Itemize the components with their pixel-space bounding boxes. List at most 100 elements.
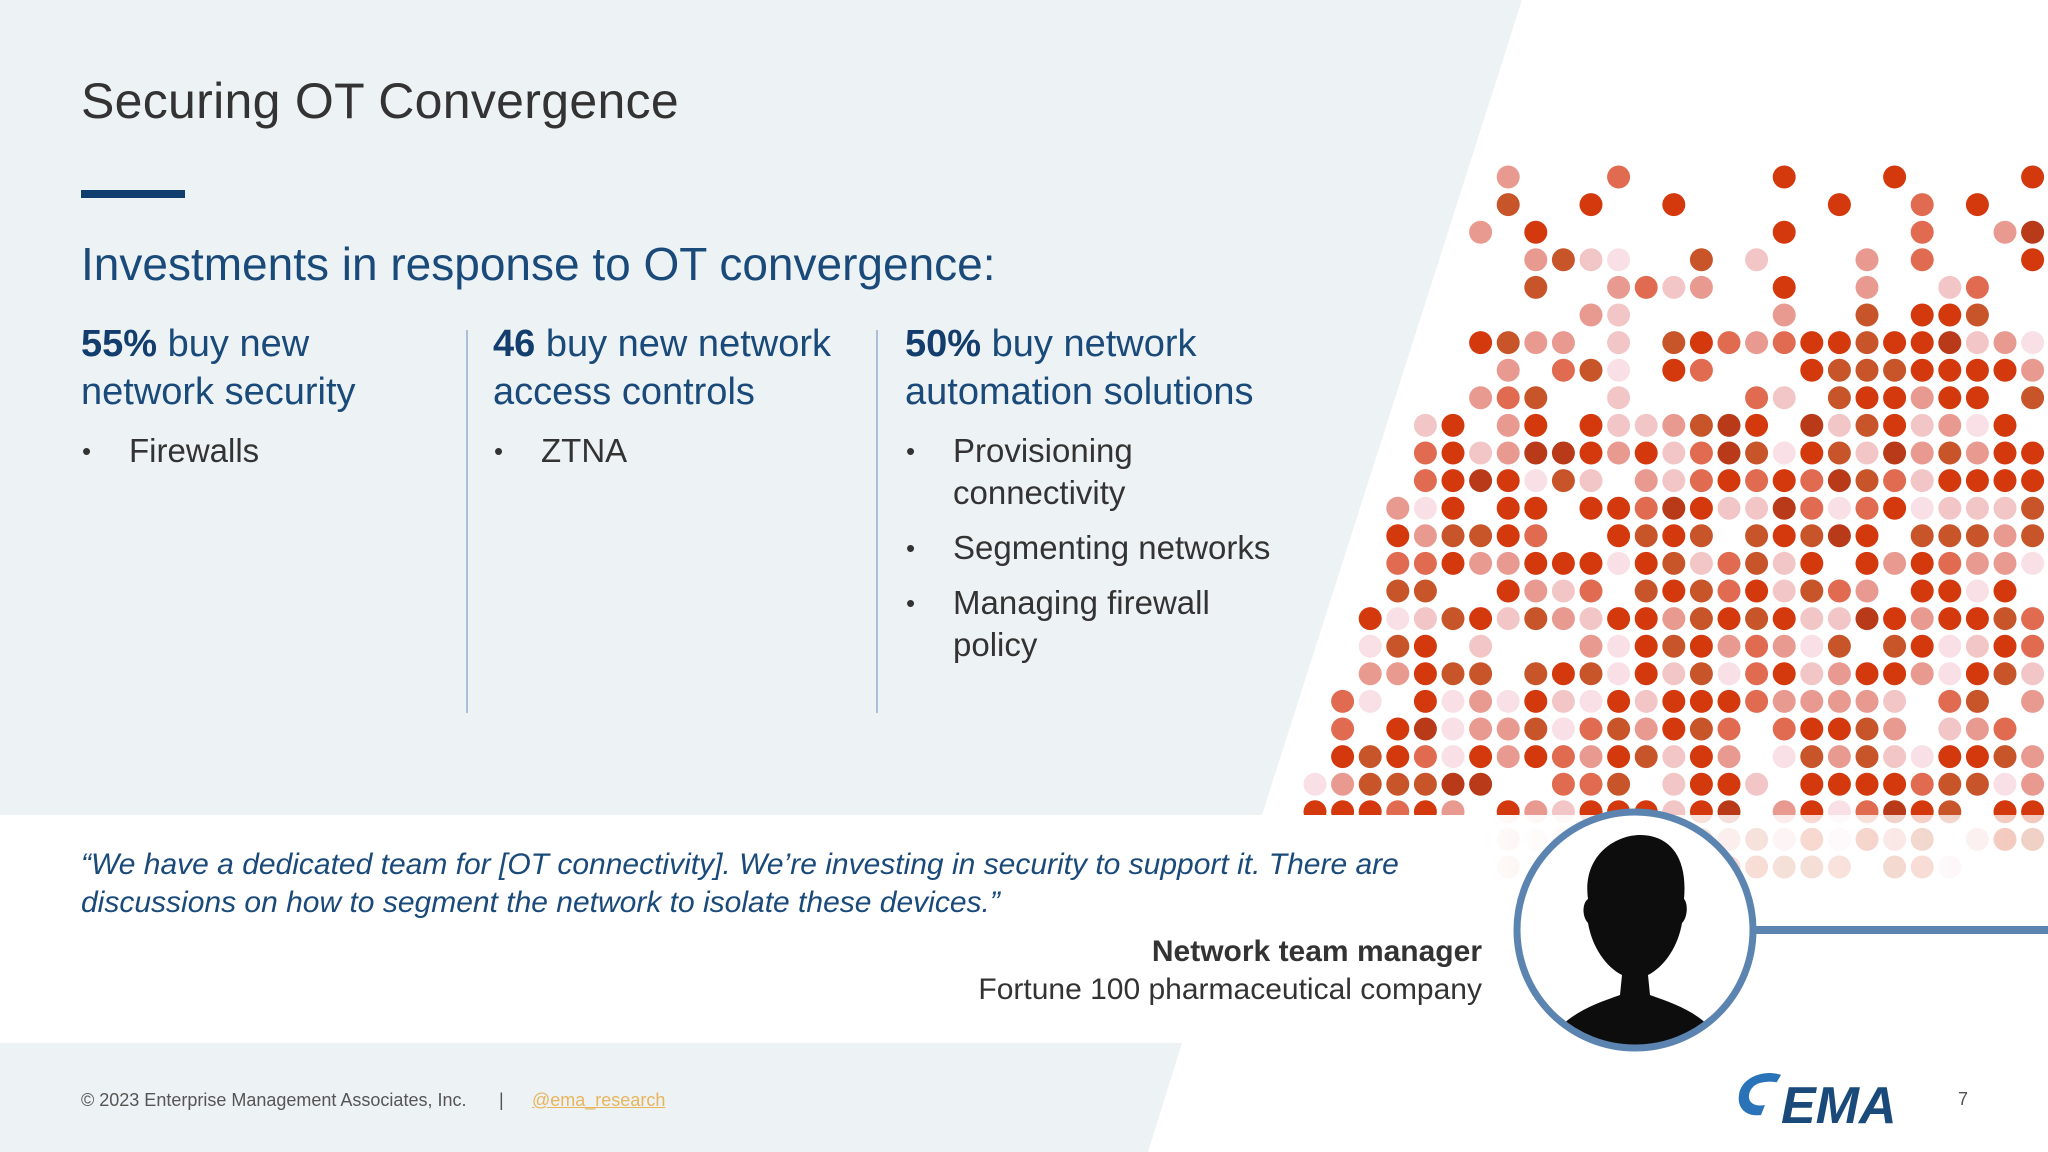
decorative-dot [1496, 331, 1520, 355]
decorative-dot [1855, 331, 1879, 355]
ema-logo-icon: EMA [1738, 1073, 1897, 1131]
decorative-dot [1993, 441, 2017, 465]
ema-logo-text: EMA [1781, 1077, 1897, 1131]
decorative-dot [1883, 413, 1907, 437]
decorative-dot [1441, 524, 1465, 548]
decorative-dot [1358, 745, 1382, 769]
decorative-dot [1607, 386, 1631, 410]
decorative-dot [1469, 745, 1493, 769]
decorative-dot [1524, 607, 1548, 631]
decorative-dot [1965, 717, 1989, 741]
decorative-dot [1938, 331, 1962, 355]
decorative-dot [1910, 662, 1934, 686]
bullet-icon: • [906, 533, 916, 563]
decorative-dot [1496, 524, 1520, 548]
bullet-item: • Firewalls [81, 430, 451, 472]
decorative-dot [1717, 607, 1741, 631]
decorative-dot [1855, 772, 1879, 796]
decorative-dot [1524, 717, 1548, 741]
decorative-dot [1938, 469, 1962, 493]
decorative-dot [1662, 551, 1686, 575]
decorative-dot [1938, 772, 1962, 796]
decorative-dot [1717, 579, 1741, 603]
decorative-dot [1800, 441, 1824, 465]
decorative-dot [1689, 717, 1713, 741]
stat-value: 55% [81, 323, 158, 365]
decorative-dot [2021, 524, 2045, 548]
decorative-dot [1883, 441, 1907, 465]
decorative-dot [1993, 358, 2017, 382]
slide-subtitle: Investments in response to OT convergenc… [81, 238, 996, 290]
page-number: 7 [1958, 1089, 1969, 1109]
decorative-dot [1524, 496, 1548, 520]
decorative-dot [1993, 607, 2017, 631]
decorative-dot [1993, 717, 2017, 741]
decorative-dot [1331, 717, 1355, 741]
decorative-dot [1386, 551, 1410, 575]
decorative-dot [1662, 717, 1686, 741]
decorative-dot [1883, 358, 1907, 382]
decorative-dot [2021, 469, 2045, 493]
decorative-dot [1910, 358, 1934, 382]
stat-heading: 50% buy network automation solutions [905, 320, 1295, 416]
decorative-dot [1607, 275, 1631, 299]
decorative-dot [1579, 193, 1603, 217]
decorative-dot [1607, 248, 1631, 272]
decorative-dot [1800, 524, 1824, 548]
quote-attribution-name: Network team manager [1151, 935, 1482, 968]
bullet-item: • Provisioning connectivity [905, 430, 1295, 514]
title-underline [81, 190, 185, 198]
stat-column-network-security: 55% buy new network security • Firewalls [81, 320, 451, 485]
decorative-dot [1827, 745, 1851, 769]
bullet-icon: • [82, 436, 92, 466]
decorative-dot [1441, 607, 1465, 631]
decorative-dot [1855, 551, 1879, 575]
decorative-dot [1662, 496, 1686, 520]
decorative-dot [1772, 165, 1796, 189]
decorative-dot [1607, 303, 1631, 327]
decorative-dot [1358, 772, 1382, 796]
decorative-dot [1607, 662, 1631, 686]
decorative-dot [1607, 689, 1631, 713]
decorative-dot [1689, 358, 1713, 382]
decorative-dot [1662, 413, 1686, 437]
decorative-dot [1883, 717, 1907, 741]
decorative-dot [1855, 496, 1879, 520]
decorative-dot [1496, 745, 1520, 769]
decorative-dot [1993, 579, 2017, 603]
decorative-dot [1386, 662, 1410, 686]
decorative-dot [1855, 524, 1879, 548]
decorative-dot [1386, 496, 1410, 520]
footer-twitter-link[interactable]: @ema_research [532, 1090, 666, 1110]
decorative-dot [1689, 689, 1713, 713]
decorative-dot [1745, 496, 1769, 520]
decorative-dot [1883, 745, 1907, 769]
decorative-dot [1634, 689, 1658, 713]
bullet-list: • ZTNA [493, 430, 863, 472]
decorative-dot [1441, 717, 1465, 741]
decorative-dot [1938, 717, 1962, 741]
decorative-dot [2021, 634, 2045, 658]
decorative-dot [1965, 331, 1989, 355]
decorative-dot [1883, 689, 1907, 713]
decorative-dot [1496, 358, 1520, 382]
decorative-dot [1800, 358, 1824, 382]
decorative-dot [1717, 634, 1741, 658]
decorative-dot [1303, 772, 1327, 796]
decorative-dot [1634, 717, 1658, 741]
stat-label: buy new network security [81, 323, 356, 413]
decorative-dot [1938, 551, 1962, 575]
decorative-dot [1607, 331, 1631, 355]
decorative-dot [1965, 441, 1989, 465]
decorative-dot [2021, 331, 2045, 355]
decorative-dot [1800, 662, 1824, 686]
decorative-dot [1551, 358, 1575, 382]
decorative-dot [1965, 358, 1989, 382]
decorative-dot [1772, 717, 1796, 741]
stat-value: 50% [905, 323, 982, 365]
decorative-dot [1413, 524, 1437, 548]
decorative-dot [1965, 303, 1989, 327]
decorative-dot [1413, 772, 1437, 796]
bullet-item: • Managing firewall policy [905, 582, 1295, 666]
decorative-dot [2021, 358, 2045, 382]
